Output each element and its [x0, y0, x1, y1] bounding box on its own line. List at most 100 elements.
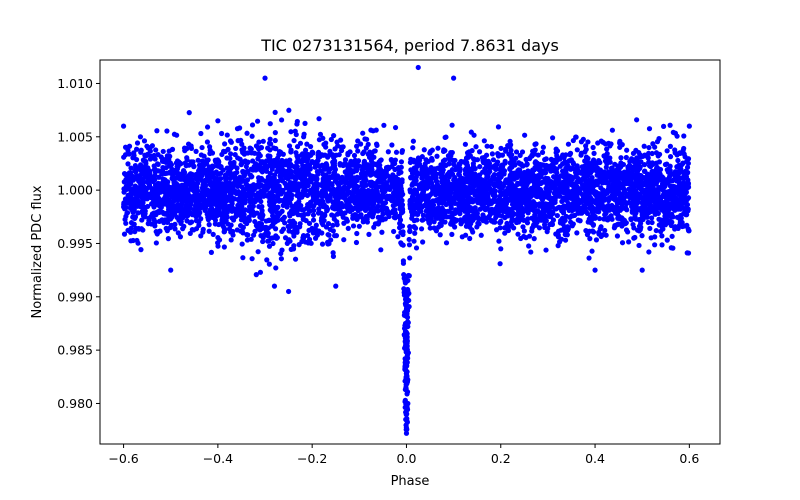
data-point [331, 133, 337, 139]
data-point [348, 158, 354, 164]
data-point [287, 163, 294, 169]
data-point [518, 215, 525, 221]
data-point [531, 217, 537, 224]
data-point [489, 164, 495, 170]
data-point [649, 219, 655, 226]
data-point [654, 171, 660, 177]
data-point [420, 239, 426, 245]
data-point [354, 143, 360, 149]
data-point [154, 128, 160, 134]
data-point [331, 155, 337, 161]
data-point [375, 203, 381, 209]
data-point [193, 218, 199, 224]
data-point [267, 196, 273, 202]
data-point [480, 212, 486, 218]
data-point [358, 212, 364, 218]
data-point [626, 239, 632, 245]
data-point [519, 178, 525, 184]
data-point [513, 200, 520, 206]
data-point [550, 135, 556, 141]
data-point [206, 222, 212, 228]
data-point [520, 163, 526, 169]
data-point [641, 190, 648, 196]
data-point [160, 209, 166, 215]
data-point [150, 155, 156, 161]
data-point [488, 143, 495, 150]
data-point [493, 176, 499, 183]
data-point [497, 261, 503, 267]
data-point [623, 180, 629, 187]
data-point [154, 231, 160, 237]
data-point [379, 170, 385, 177]
data-point [264, 257, 270, 263]
data-point [473, 175, 479, 181]
data-point [412, 181, 418, 187]
data-point [347, 149, 353, 155]
data-point [252, 199, 258, 205]
data-point [579, 177, 585, 183]
data-point [316, 116, 322, 122]
data-point [152, 219, 158, 225]
data-point [583, 228, 589, 234]
data-point [346, 201, 352, 207]
data-point [225, 185, 231, 191]
data-point [216, 208, 222, 214]
data-point [658, 200, 664, 206]
data-point [288, 147, 294, 153]
data-point [172, 226, 178, 232]
data-point [351, 196, 358, 203]
data-point [432, 166, 438, 172]
data-point [514, 219, 520, 226]
data-point [244, 232, 250, 238]
data-point [369, 155, 375, 161]
data-point [553, 175, 559, 181]
data-point [433, 178, 439, 184]
data-point [140, 210, 146, 216]
data-point [614, 211, 621, 217]
data-point [552, 165, 558, 172]
data-point [272, 226, 279, 232]
data-point [202, 207, 208, 213]
data-point [462, 141, 468, 147]
data-point [299, 157, 305, 163]
data-point [628, 216, 634, 222]
data-point [617, 195, 623, 201]
data-point [255, 249, 261, 255]
data-point [631, 235, 637, 241]
data-point [298, 172, 305, 178]
data-point [259, 166, 265, 172]
data-point [623, 154, 629, 161]
data-point [199, 144, 205, 151]
data-point [302, 186, 308, 192]
data-point [137, 180, 143, 186]
data-point [379, 187, 386, 193]
data-point [193, 226, 200, 232]
data-point [675, 225, 681, 231]
data-point [164, 219, 171, 226]
data-point [562, 237, 569, 243]
data-point [242, 217, 248, 224]
data-point [299, 151, 306, 157]
data-point [123, 220, 129, 226]
data-point [547, 201, 553, 207]
data-point [480, 169, 486, 175]
data-point [539, 149, 546, 155]
data-point [293, 182, 299, 189]
data-point [579, 205, 585, 211]
data-point [227, 175, 234, 181]
data-point [502, 215, 508, 221]
data-point [121, 231, 128, 237]
data-point [563, 160, 569, 166]
data-point [153, 240, 159, 246]
data-point [277, 149, 284, 155]
data-point [590, 228, 596, 234]
data-point [622, 188, 628, 195]
data-point [413, 245, 420, 251]
data-point [574, 199, 580, 205]
data-point [224, 155, 230, 161]
data-point [570, 137, 576, 144]
data-point [409, 170, 416, 176]
data-point [250, 158, 256, 164]
data-point [310, 175, 316, 181]
data-point [330, 222, 336, 228]
